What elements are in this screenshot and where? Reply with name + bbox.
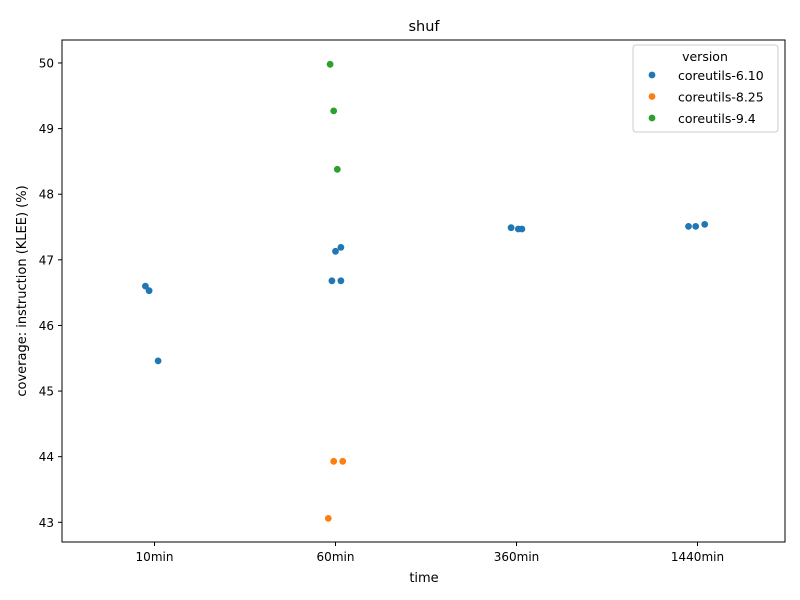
legend-title: version <box>682 49 728 64</box>
data-point <box>507 224 515 232</box>
y-tick-label: 47 <box>39 253 54 267</box>
y-tick-label: 46 <box>39 319 54 333</box>
x-tick-label: 1440min <box>671 550 724 564</box>
chart-title: shuf <box>408 19 440 35</box>
legend-marker <box>648 93 656 100</box>
data-point <box>518 225 526 233</box>
data-point <box>328 277 336 285</box>
y-tick-label: 49 <box>39 122 54 136</box>
data-point <box>337 277 345 285</box>
legend: version coreutils-6.10coreutils-8.25core… <box>632 44 779 133</box>
legend-label: coreutils-8.25 <box>678 90 764 105</box>
y-tick-label: 44 <box>39 450 54 464</box>
y-tick-label: 45 <box>39 385 54 399</box>
legend-marker <box>648 114 656 122</box>
legend-label: coreutils-9.4 <box>678 111 756 126</box>
data-point <box>333 165 341 173</box>
y-tick-label: 50 <box>39 56 54 70</box>
legend-entries: coreutils-6.10 coreutils-8.25 coreutils-9.… <box>648 68 764 126</box>
data-point <box>685 223 692 230</box>
legend-label: coreutils-6.10 <box>678 68 764 83</box>
data-point <box>324 515 332 522</box>
y-tick-label: 48 <box>39 188 54 202</box>
x-tick-label: 360min <box>494 550 540 564</box>
y-tick-label: 43 <box>39 516 54 530</box>
x-tick-label: 10min <box>136 550 174 564</box>
legend-marker <box>648 71 656 79</box>
data-point <box>154 357 162 365</box>
data-point <box>330 457 338 465</box>
plot-marks <box>142 60 709 522</box>
y-axis-label: coverage: instruction (KLEE) (%) <box>15 185 30 396</box>
data-point <box>326 60 334 68</box>
data-point <box>332 247 339 255</box>
data-point <box>692 223 700 230</box>
data-point <box>339 457 347 465</box>
x-axis-label: time <box>409 571 438 586</box>
data-point <box>337 244 345 251</box>
legend-box <box>632 44 779 133</box>
axes: 43 44 45 46 47 48 49 50 10min 60min 360min 1440min <box>39 56 724 564</box>
plot-frame <box>61 39 786 543</box>
data-point <box>142 282 149 290</box>
data-point <box>145 287 153 295</box>
data-point <box>701 221 709 228</box>
data-point <box>330 107 338 115</box>
x-tick-label: 60min <box>317 550 355 564</box>
